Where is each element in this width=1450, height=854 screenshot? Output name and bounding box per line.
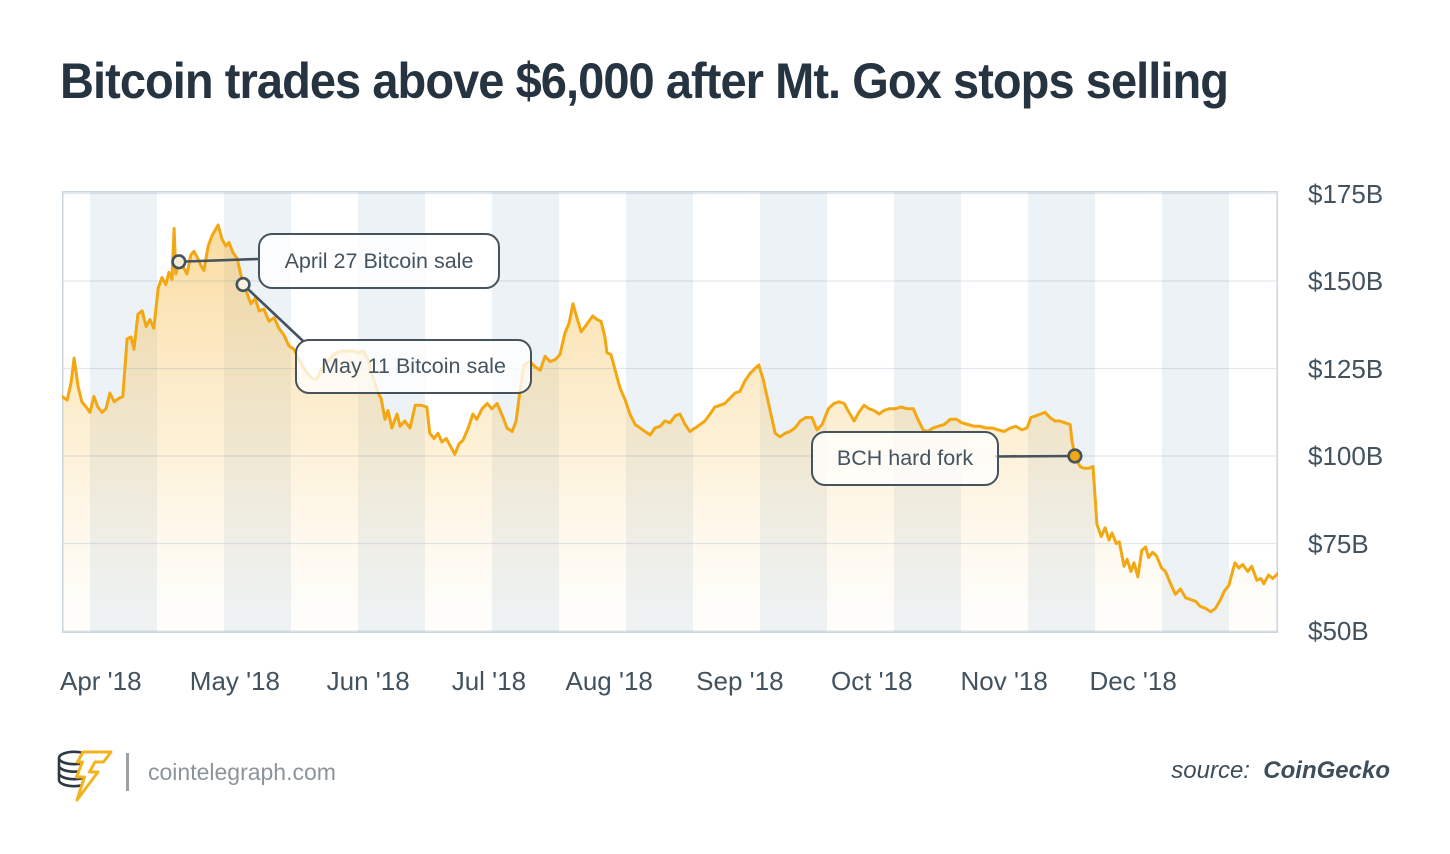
callout-bch-hard-fork: BCH hard fork <box>811 431 999 486</box>
source-credit: source: CoinGecko <box>1171 757 1390 785</box>
footer-site-url: cointelegraph.com <box>148 759 336 785</box>
y-tick-label: $75B <box>1308 528 1369 559</box>
y-tick-label: $150B <box>1308 266 1384 296</box>
x-tick-label: Oct '18 <box>831 666 913 696</box>
x-tick-label: Dec '18 <box>1089 666 1177 696</box>
chart-title: Bitcoin trades above $6,000 after Mt. Go… <box>60 53 1229 109</box>
callout-label: May 11 Bitcoin sale <box>321 354 506 378</box>
y-tick-label: $100B <box>1308 441 1384 471</box>
annotation-dot <box>171 254 187 270</box>
source-prefix: source: <box>1171 757 1250 784</box>
annotation-dot <box>1067 448 1083 464</box>
annotation-dot <box>235 276 251 293</box>
x-tick-label: Aug '18 <box>565 666 653 696</box>
x-tick-label: Nov '18 <box>960 666 1048 696</box>
footer: cointelegraph.com source: CoinGecko <box>0 738 1450 818</box>
source-name: CoinGecko <box>1263 757 1390 784</box>
x-tick-label: Apr '18 <box>60 666 142 696</box>
x-tick-label: Jul '18 <box>451 666 527 696</box>
y-tick-label: $50B <box>1308 616 1369 646</box>
callout-may-11-bitcoin-sale: May 11 Bitcoin sale <box>295 339 532 394</box>
footer-divider <box>126 753 129 791</box>
callout-label: April 27 Bitcoin sale <box>284 248 474 273</box>
y-tick-label: $125B <box>1308 353 1384 384</box>
x-tick-label: May '18 <box>189 666 281 696</box>
cointelegraph-logo-icon <box>57 750 113 802</box>
bitcoin-market-cap-area-chart <box>62 191 1278 633</box>
y-tick-label: $175B <box>1308 178 1384 209</box>
chart-region: Apr '18 May '18 Jun '18 Jul '18 Aug '18 Sep '… <box>60 178 1384 697</box>
callout-label: BCH hard fork <box>836 446 974 470</box>
x-tick-label: Sep '18 <box>696 666 784 696</box>
callout-april-27-bitcoin-sale: April 27 Bitcoin sale <box>258 233 500 289</box>
x-tick-label: Jun '18 <box>326 666 410 696</box>
